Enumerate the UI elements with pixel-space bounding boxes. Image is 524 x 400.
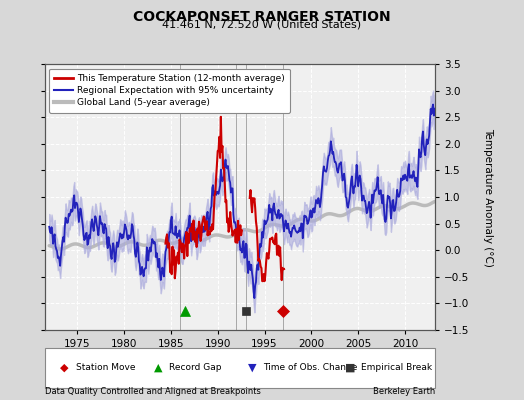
- Text: Time of Obs. Change: Time of Obs. Change: [263, 364, 357, 372]
- Text: 41.461 N, 72.520 W (United States): 41.461 N, 72.520 W (United States): [162, 19, 362, 29]
- Text: Data Quality Controlled and Aligned at Breakpoints: Data Quality Controlled and Aligned at B…: [45, 387, 260, 396]
- Text: Berkeley Earth: Berkeley Earth: [373, 387, 435, 396]
- Text: Empirical Break: Empirical Break: [361, 364, 432, 372]
- Text: Record Gap: Record Gap: [169, 364, 222, 372]
- FancyBboxPatch shape: [45, 348, 435, 388]
- Text: Station Move: Station Move: [76, 364, 135, 372]
- Text: ▲: ▲: [154, 363, 162, 373]
- Text: ◆: ◆: [60, 363, 69, 373]
- Text: ■: ■: [345, 363, 356, 373]
- Text: ▼: ▼: [247, 363, 256, 373]
- Text: COCKAPONSET RANGER STATION: COCKAPONSET RANGER STATION: [133, 10, 391, 24]
- Y-axis label: Temperature Anomaly (°C): Temperature Anomaly (°C): [483, 128, 493, 266]
- Legend: This Temperature Station (12-month average), Regional Expectation with 95% uncer: This Temperature Station (12-month avera…: [49, 68, 290, 113]
